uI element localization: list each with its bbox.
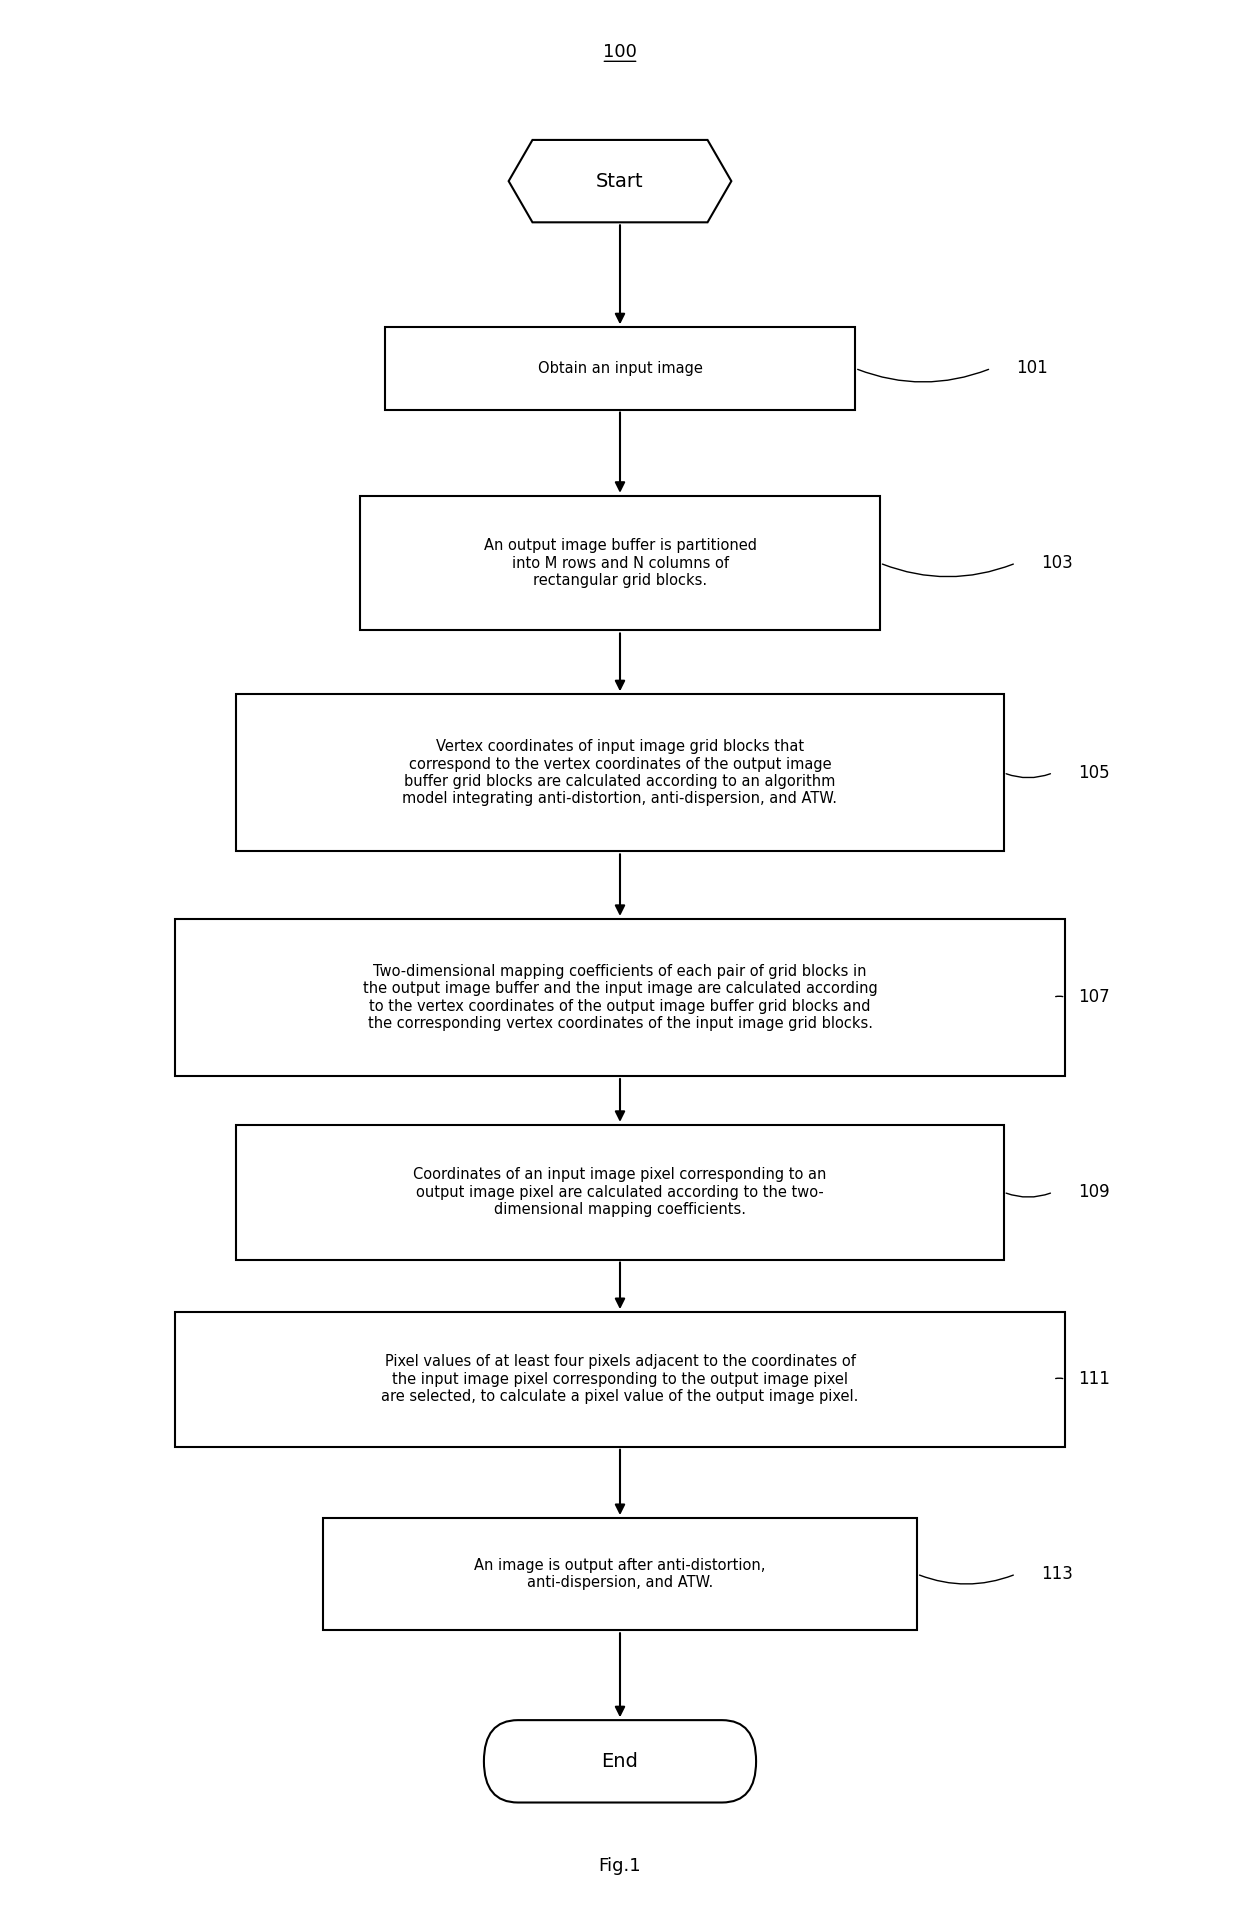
FancyBboxPatch shape — [237, 1124, 1003, 1259]
Polygon shape — [508, 139, 732, 223]
Text: Pixel values of at least four pixels adjacent to the coordinates of
the input im: Pixel values of at least four pixels adj… — [382, 1354, 858, 1404]
FancyBboxPatch shape — [360, 495, 880, 631]
Text: 103: 103 — [1040, 554, 1073, 572]
FancyBboxPatch shape — [484, 1720, 756, 1802]
Text: Vertex coordinates of input image grid blocks that
correspond to the vertex coor: Vertex coordinates of input image grid b… — [403, 739, 837, 806]
Text: 109: 109 — [1078, 1183, 1110, 1202]
Text: End: End — [601, 1753, 639, 1772]
Text: 100: 100 — [603, 44, 637, 61]
Text: Coordinates of an input image pixel corresponding to an
output image pixel are c: Coordinates of an input image pixel corr… — [413, 1168, 827, 1217]
Text: 113: 113 — [1040, 1566, 1073, 1583]
FancyBboxPatch shape — [175, 1313, 1065, 1446]
FancyBboxPatch shape — [175, 918, 1065, 1076]
FancyBboxPatch shape — [324, 1518, 916, 1631]
Text: An image is output after anti-distortion,
anti-dispersion, and ATW.: An image is output after anti-distortion… — [475, 1558, 765, 1591]
Text: Two-dimensional mapping coefficients of each pair of grid blocks in
the output i: Two-dimensional mapping coefficients of … — [362, 964, 878, 1031]
Text: 105: 105 — [1078, 764, 1110, 781]
FancyBboxPatch shape — [237, 693, 1003, 852]
Text: Start: Start — [596, 171, 644, 190]
Text: 101: 101 — [1016, 360, 1048, 377]
Text: Fig.1: Fig.1 — [599, 1857, 641, 1875]
Text: 107: 107 — [1078, 989, 1110, 1006]
Text: An output image buffer is partitioned
into M rows and N columns of
rectangular g: An output image buffer is partitioned in… — [484, 539, 756, 589]
Text: 111: 111 — [1078, 1370, 1110, 1389]
FancyBboxPatch shape — [384, 328, 856, 410]
Text: Obtain an input image: Obtain an input image — [538, 360, 702, 375]
